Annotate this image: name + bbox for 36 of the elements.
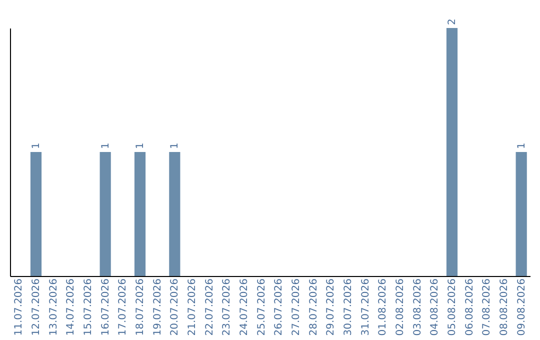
x-tick-label: 05.08.2026 (447, 278, 458, 336)
x-tick-label: 20.07.2026 (170, 278, 181, 336)
x-tick-label: 31.07.2026 (360, 278, 372, 336)
x-tick-label: 16.07.2026 (100, 278, 112, 336)
x-tick-label: 07.08.2026 (482, 278, 493, 336)
x-tick-label: 08.08.2026 (499, 278, 510, 336)
x-tick-label: 18.07.2026 (135, 278, 146, 336)
data-label: 1 (100, 142, 112, 149)
x-tick-label: 25.07.2026 (256, 278, 268, 336)
x-tick-label: 22.07.2026 (204, 278, 216, 336)
x-tick-label: 24.07.2026 (239, 278, 250, 336)
x-tick-label: 13.07.2026 (48, 278, 60, 336)
x-tick-label: 03.08.2026 (412, 278, 424, 336)
x-tick-label: 27.07.2026 (291, 278, 302, 336)
x-tick-label: 02.08.2026 (395, 278, 406, 336)
x-tick-label: 11.07.2026 (14, 278, 25, 336)
x-tick-label: 01.08.2026 (378, 278, 389, 336)
x-tick-label: 14.07.2026 (66, 278, 77, 336)
data-label: 1 (31, 142, 42, 149)
data-label: 1 (516, 142, 528, 149)
x-tick-label: 28.07.2026 (308, 278, 320, 336)
x-tick-label: 09.08.2026 (516, 278, 528, 336)
x-tick-label: 29.07.2026 (326, 278, 337, 336)
x-tick-label: 15.07.2026 (83, 278, 94, 336)
data-label: 2 (447, 18, 458, 25)
x-tick-label: 23.07.2026 (222, 278, 233, 336)
x-tick-label: 06.08.2026 (464, 278, 476, 336)
x-tick-label: 04.08.2026 (430, 278, 441, 336)
x-tick-label: 17.07.2026 (118, 278, 129, 336)
x-tick-label: 19.07.2026 (152, 278, 164, 336)
x-tick-label: 26.07.2026 (274, 278, 285, 336)
x-tick-label: 21.07.2026 (187, 278, 198, 336)
x-tick-label: 30.07.2026 (343, 278, 354, 336)
data-label: 1 (170, 142, 181, 149)
data-label: 1 (135, 142, 146, 149)
x-tick-label: 12.07.2026 (31, 278, 42, 336)
